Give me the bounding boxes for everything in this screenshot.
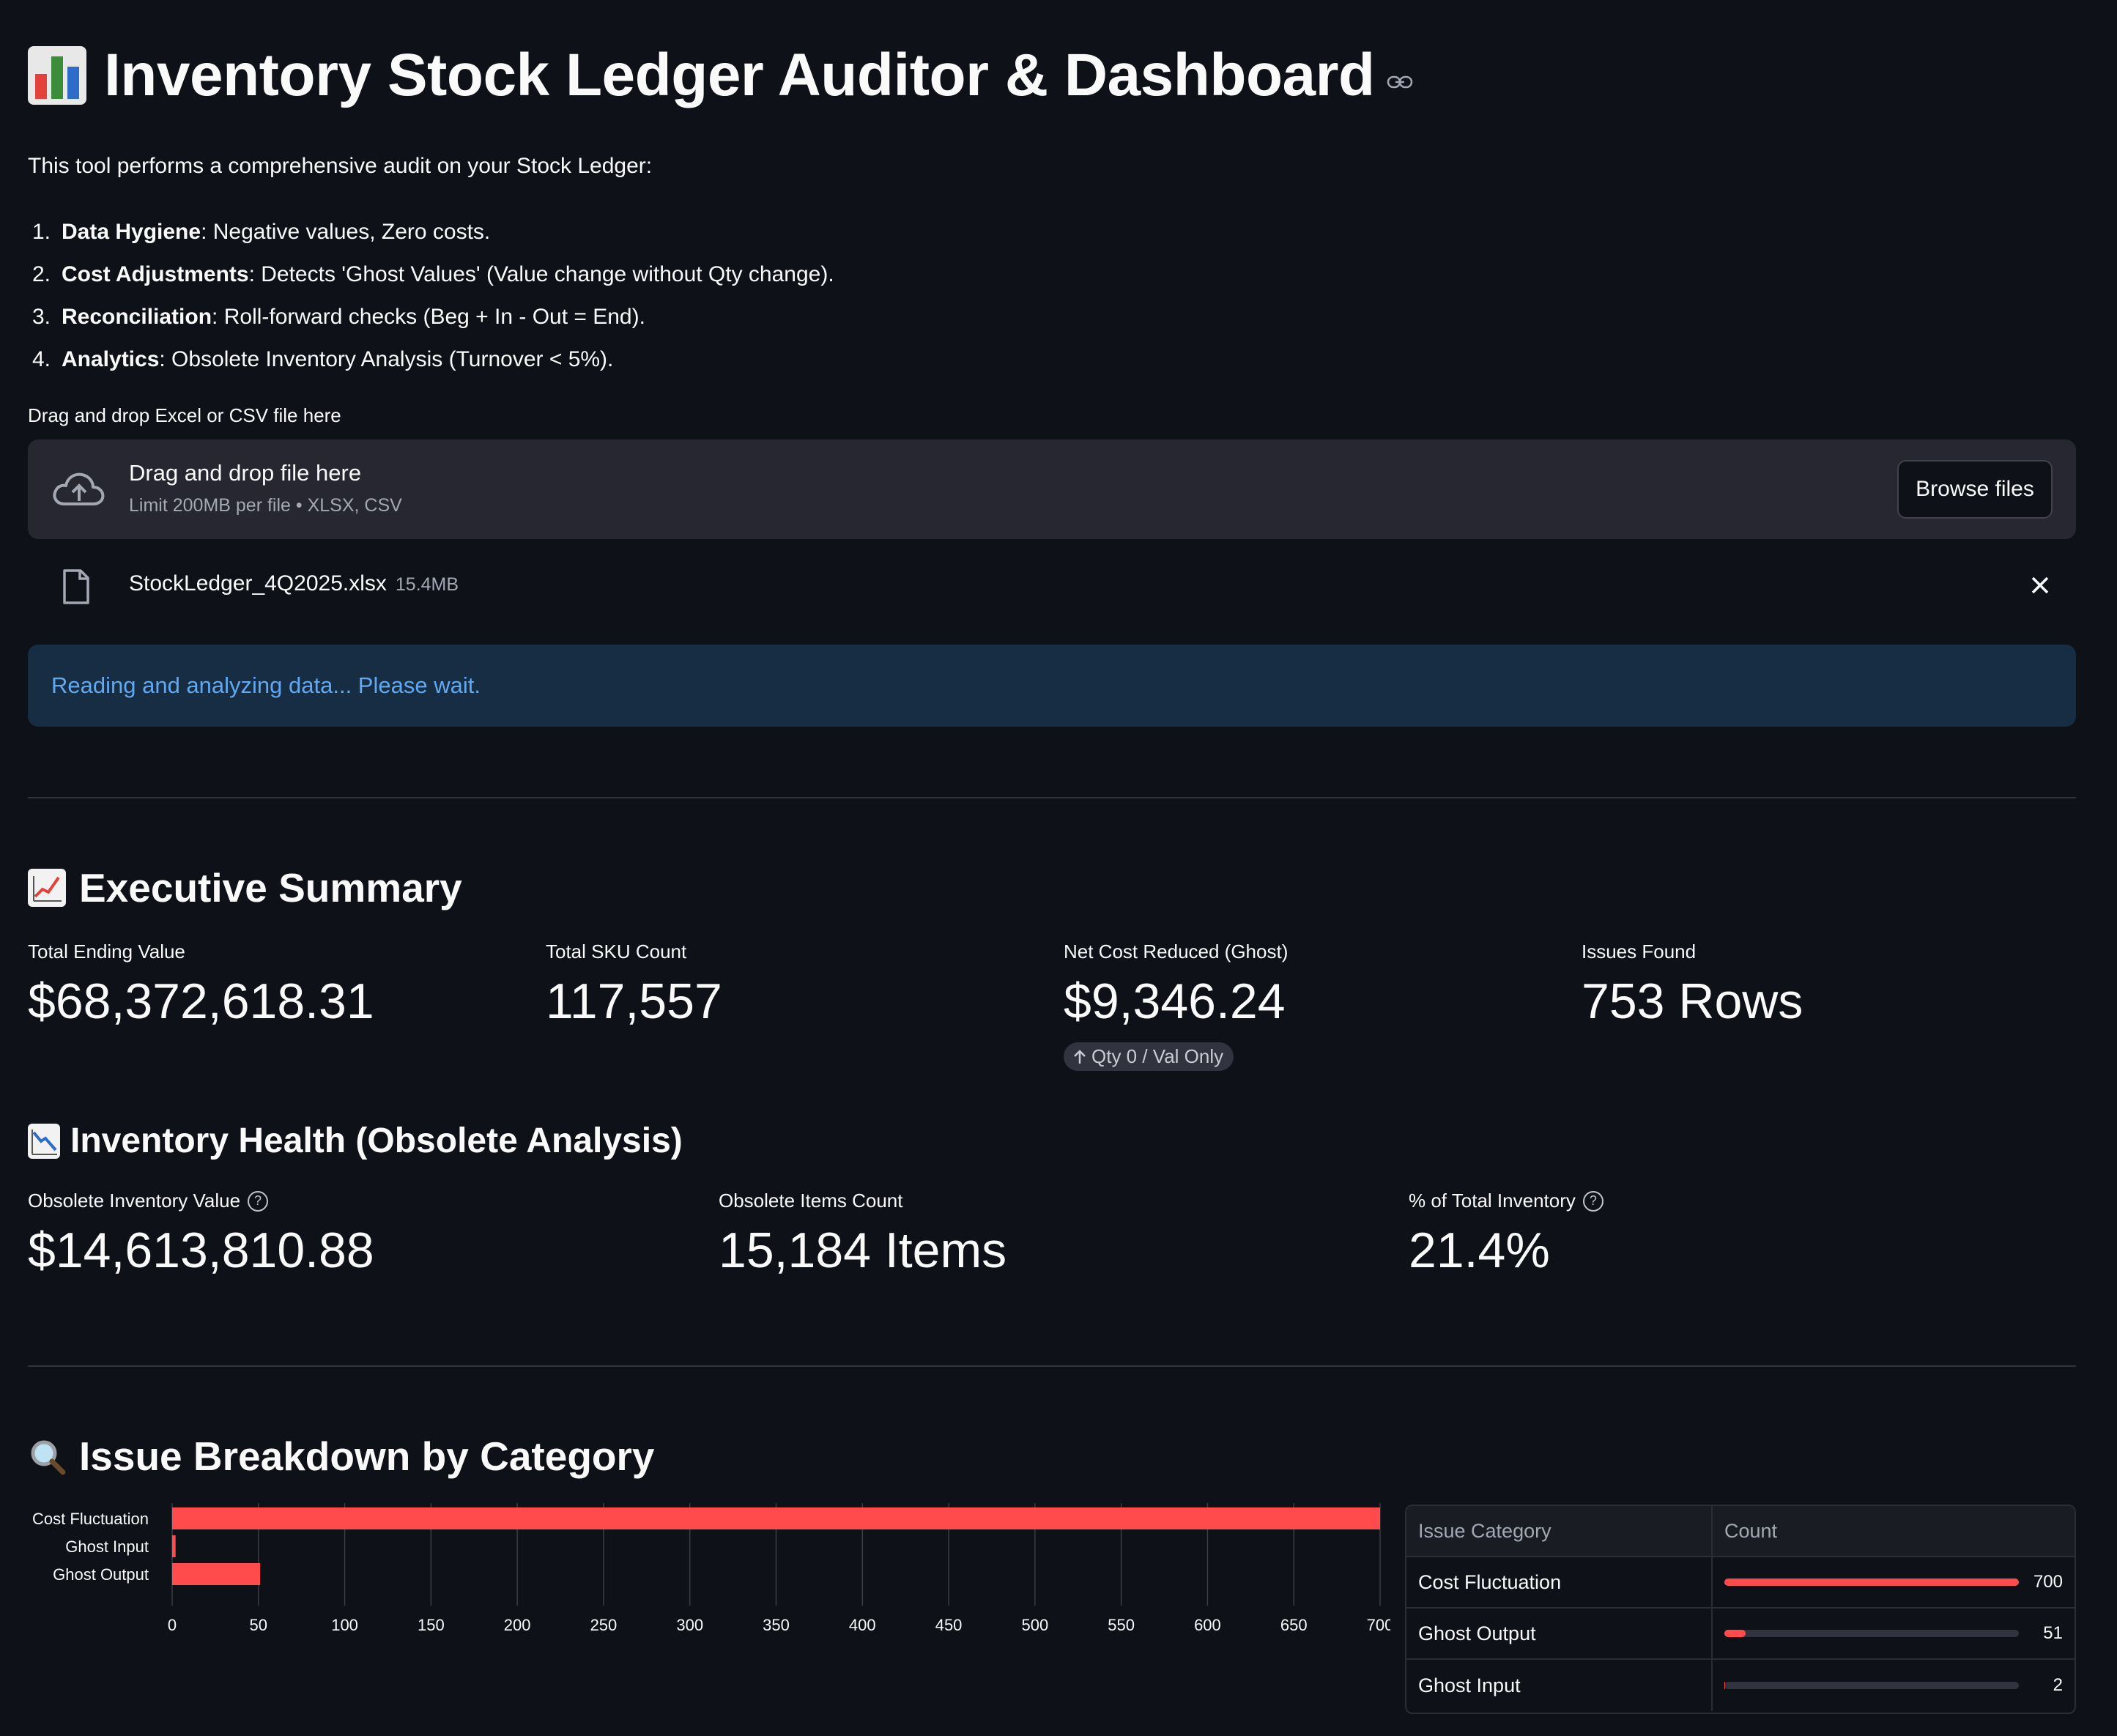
count-bar bbox=[1724, 1630, 2019, 1637]
intro-text: This tool performs a comprehensive audit… bbox=[28, 154, 653, 178]
category-cell: Cost Fluctuation bbox=[1406, 1557, 1713, 1607]
info-alert: Reading and analyzing data... Please wai… bbox=[28, 645, 2076, 727]
delta-badge: Qty 0 / Val Only bbox=[1064, 1042, 1234, 1071]
column-header[interactable]: Issue Category bbox=[1406, 1506, 1713, 1556]
category-label: Ghost Input bbox=[65, 1537, 149, 1556]
table-row[interactable]: Ghost Output 51 bbox=[1406, 1609, 2075, 1660]
executive-summary-heading: Executive Summary bbox=[28, 864, 462, 911]
issue-breakdown-heading: Issue Breakdown by Category bbox=[28, 1433, 655, 1480]
cloud-upload-icon bbox=[53, 472, 105, 505]
list-item: 3. Reconciliation: Roll-forward checks (B… bbox=[32, 305, 645, 329]
x-tick-label: 450 bbox=[935, 1616, 963, 1634]
page-title-row: Inventory Stock Ledger Auditor & Dashboa… bbox=[28, 45, 1413, 105]
bar bbox=[172, 1507, 1380, 1529]
count-bar bbox=[1724, 1579, 2019, 1586]
divider bbox=[28, 797, 2076, 798]
count-cell: 51 bbox=[2043, 1623, 2063, 1643]
x-tick-label: 350 bbox=[763, 1616, 790, 1634]
count-cell: 700 bbox=[2033, 1572, 2063, 1592]
x-tick-label: 150 bbox=[418, 1616, 445, 1634]
arrow-up-icon bbox=[1074, 1049, 1086, 1064]
file-name: StockLedger_4Q2025.xlsx 15.4MB bbox=[129, 571, 459, 596]
file-dropzone[interactable]: Drag and drop file here Limit 200MB per … bbox=[28, 439, 2076, 539]
file-size: 15.4MB bbox=[395, 574, 459, 595]
count-bar bbox=[1724, 1682, 2019, 1689]
x-tick-label: 0 bbox=[168, 1616, 177, 1634]
metric-total-sku-count: Total SKU Count 117,557 bbox=[546, 941, 722, 1029]
list-item: 2. Cost Adjustments: Detects 'Ghost Value… bbox=[32, 262, 834, 286]
issue-table[interactable]: Issue Category Count Cost Fluctuation 70… bbox=[1405, 1505, 2076, 1714]
category-label: Cost Fluctuation bbox=[32, 1510, 149, 1528]
issue-breakdown-chart: 0 50 100 150 200 250 300 350 400 450 500 550 600 650 7… bbox=[28, 1494, 1393, 1641]
remove-file-icon[interactable] bbox=[2029, 574, 2051, 596]
help-icon[interactable]: ? bbox=[248, 1190, 269, 1212]
bar-chart-icon bbox=[28, 46, 86, 105]
category-cell: Ghost Output bbox=[1406, 1609, 1713, 1658]
bar-chart-svg: 0 50 100 150 200 250 300 350 400 450 500 550 600 650 7… bbox=[32, 1503, 1393, 1634]
metric-percent-total-inventory: % of Total Inventory ? 21.4% bbox=[1409, 1190, 1603, 1275]
divider bbox=[28, 1365, 2076, 1367]
category-cell: Ghost Input bbox=[1406, 1660, 1713, 1711]
inventory-health-heading: Inventory Health (Obsolete Analysis) bbox=[28, 1121, 683, 1161]
x-tick-label: 100 bbox=[331, 1616, 358, 1634]
x-tick-label: 550 bbox=[1108, 1616, 1135, 1634]
x-tick-label: 600 bbox=[1194, 1616, 1221, 1634]
x-tick-label: 650 bbox=[1280, 1616, 1308, 1634]
browse-files-button[interactable]: Browse files bbox=[1897, 460, 2053, 519]
metric-obsolete-items-count: Obsolete Items Count 15,184 Items bbox=[719, 1190, 1007, 1278]
dropzone-limit-text: Limit 200MB per file • XLSX, CSV bbox=[129, 495, 402, 516]
metric-obsolete-inventory-value: Obsolete Inventory Value ? $14,613,810.8… bbox=[28, 1190, 374, 1278]
chart-increasing-icon bbox=[28, 869, 66, 907]
table-header: Issue Category Count bbox=[1406, 1506, 2075, 1557]
metric-net-cost-reduced: Net Cost Reduced (Ghost) $9,346.24 Qty 0… bbox=[1064, 941, 1288, 1071]
file-icon bbox=[63, 569, 89, 604]
x-tick-label: 50 bbox=[250, 1616, 267, 1634]
table-row[interactable]: Cost Fluctuation 700 bbox=[1406, 1557, 2075, 1609]
bar bbox=[172, 1563, 261, 1585]
x-tick-label: 400 bbox=[849, 1616, 876, 1634]
table-row[interactable]: Ghost Input 2 bbox=[1406, 1660, 2075, 1711]
chart-decreasing-icon bbox=[28, 1123, 60, 1159]
uploaded-file-row: StockLedger_4Q2025.xlsx 15.4MB bbox=[28, 557, 2076, 615]
dropzone-title: Drag and drop file here bbox=[129, 460, 362, 486]
x-tick-label: 250 bbox=[590, 1616, 618, 1634]
list-item: 4. Analytics: Obsolete Inventory Analysis… bbox=[32, 347, 614, 371]
metric-total-ending-value: Total Ending Value $68,372,618.31 bbox=[28, 941, 374, 1029]
x-tick-label: 700 bbox=[1367, 1616, 1390, 1634]
anchor-link-icon[interactable] bbox=[1387, 75, 1413, 89]
page-title: Inventory Stock Ledger Auditor & Dashboa… bbox=[104, 42, 1375, 108]
count-cell: 2 bbox=[2053, 1675, 2063, 1695]
x-tick-label: 300 bbox=[676, 1616, 703, 1634]
uploader-label: Drag and drop Excel or CSV file here bbox=[28, 404, 341, 426]
list-item: 1. Data Hygiene: Negative values, Zero co… bbox=[32, 220, 491, 244]
steps-list: 1. Data Hygiene: Negative values, Zero co… bbox=[28, 211, 834, 381]
help-icon[interactable]: ? bbox=[1582, 1190, 1603, 1212]
x-tick-label: 500 bbox=[1021, 1616, 1048, 1634]
category-label: Ghost Output bbox=[53, 1565, 149, 1584]
magnifying-glass-icon bbox=[28, 1437, 66, 1475]
column-header[interactable]: Count bbox=[1724, 1519, 1778, 1542]
bar bbox=[172, 1535, 176, 1557]
x-tick-label: 200 bbox=[504, 1616, 531, 1634]
metric-issues-found: Issues Found 753 Rows bbox=[1582, 941, 1803, 1029]
